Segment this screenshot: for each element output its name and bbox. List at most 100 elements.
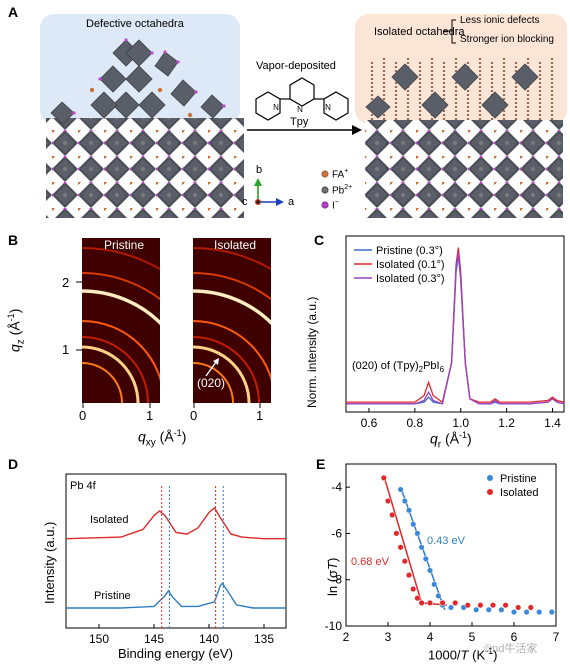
chart-e-ytick-label: -8	[331, 573, 342, 587]
chart-e-point	[485, 606, 492, 613]
panel-d-letter: D	[8, 456, 19, 472]
panel-c-chart: 0.6 0.8 1.0 1.2 1.4 Pristine (0.3°) Isolated (…	[345, 235, 565, 430]
chart-e-point	[414, 530, 421, 537]
chart-e-point	[405, 507, 413, 514]
panel-b-giwaxs	[76, 238, 271, 408]
chart-d-xtick-label: 140	[199, 632, 219, 646]
chart-e-point	[527, 604, 534, 611]
chart-e-ylabel: ln (σT)	[325, 557, 340, 596]
legend-pb-label: Pb2+	[332, 184, 353, 197]
svg-text:N: N	[297, 105, 303, 114]
chart-e-legend-label: Isolated	[500, 487, 539, 499]
chart-e-legend-label: Pristine	[500, 473, 537, 485]
chart-e-point	[464, 602, 471, 609]
chart-e-point	[536, 609, 543, 616]
chart-d-series-line	[66, 582, 286, 609]
fa-ions-left	[89, 87, 193, 118]
panel-a-letter: A	[8, 4, 19, 20]
left-perovskite-lattice	[46, 118, 244, 218]
panel-d-chart: 150 145 140 135	[65, 473, 287, 646]
chart-e-xtick-label: 5	[469, 630, 476, 644]
chart-e-point	[510, 609, 518, 616]
process-arrow-head	[352, 125, 362, 135]
svg-text:N: N	[273, 103, 279, 112]
giwaxs-ytick-1: 1	[62, 342, 70, 357]
chart-e-legend-marker	[487, 489, 493, 495]
chart-d-xlabel: Binding energy (eV)	[118, 646, 233, 661]
legend-i-label: I−	[332, 199, 339, 212]
panel-b-letter: B	[8, 232, 19, 248]
chart-c-legend-label: Isolated (0.1°)	[376, 259, 445, 271]
chart-e-point	[452, 599, 459, 606]
pristine-image-label: Pristine	[104, 238, 145, 252]
chart-e-point	[393, 530, 400, 537]
chart-e-point	[384, 497, 392, 505]
chart-e-point	[426, 599, 434, 606]
chart-c-xtick-label: 0.8	[406, 416, 423, 430]
chart-d-pristine-label: Pristine	[94, 590, 131, 602]
bullet-less-ionic: Less ionic defects	[460, 15, 540, 26]
chart-d-ylabel: Intensity (a.u.)	[42, 521, 57, 604]
giwaxs-ytick-2: 2	[62, 275, 70, 290]
chart-e-point	[410, 585, 417, 593]
chart-e-isolated-ann: 0.68 eV	[351, 556, 389, 568]
chart-e-point	[405, 572, 413, 579]
chart-e-point	[431, 581, 438, 588]
chart-e-point	[414, 595, 421, 602]
panel-c-letter: C	[314, 232, 325, 248]
legend-fa-label: FA+	[332, 168, 349, 181]
chart-e-xtick-label: 4	[427, 630, 434, 644]
chart-d-frame	[65, 473, 287, 629]
chart-e-xtick-label: 6	[511, 630, 518, 644]
chart-e-point	[439, 599, 446, 606]
chart-c-legend-label: Pristine (0.3°)	[376, 245, 443, 257]
chart-e-point	[435, 592, 442, 599]
isolated-octahedra-label: Isolated octahedra	[374, 26, 465, 38]
vapor-deposited-label: Vapor-deposited	[256, 60, 336, 72]
chart-e-legend-marker	[487, 475, 493, 481]
tpy-structure	[255, 77, 349, 121]
chart-e-point	[397, 544, 404, 551]
chart-e-point	[397, 486, 404, 493]
peak-020-annotation: (020)	[197, 376, 226, 390]
chart-e-ytick-label: -4	[331, 480, 342, 494]
chart-e-point	[498, 606, 505, 613]
chart-e-point	[523, 609, 530, 616]
chart-e-point	[473, 606, 480, 613]
chart-e-point	[418, 599, 425, 606]
chart-c-xtick-label: 1.4	[544, 416, 561, 430]
right-perovskite-lattice	[365, 120, 563, 218]
chart-e-xtick-label: 3	[385, 630, 392, 644]
giwaxs-xtick-left-0: 0	[79, 408, 87, 423]
chart-e-ytick-label: -10	[325, 619, 343, 633]
chart-e-point	[447, 604, 455, 611]
iodide-ions-left	[72, 38, 226, 115]
chart-e-point	[422, 555, 429, 562]
chart-d-series-line	[65, 506, 286, 540]
chart-c-ylabel: Norm. intensity (a.u.)	[305, 296, 319, 408]
chart-e-point	[515, 604, 522, 611]
chart-e-frame	[345, 463, 557, 627]
giwaxs-ylabel: qz (Å-1)	[6, 308, 27, 352]
svg-text:N: N	[325, 103, 331, 112]
chart-e-point	[477, 602, 484, 609]
panel-e-letter: E	[316, 456, 326, 472]
chart-d-title: Pb 4f	[70, 480, 96, 492]
defective-octahedra-label: Defective octahedra	[86, 18, 184, 30]
chart-e-point	[489, 602, 497, 609]
chart-e-point	[401, 497, 408, 505]
chart-e-ytick-label: -6	[331, 526, 342, 540]
chart-e-pristine-ann: 0.43 eV	[427, 535, 465, 547]
chart-c-xtick-label: 1.2	[498, 416, 515, 430]
giwaxs-isolated-image	[193, 238, 271, 403]
crystal-axes	[254, 178, 284, 206]
chart-d-xtick-label: 145	[144, 632, 164, 646]
axis-b-label: b	[256, 164, 263, 176]
panel-e-chart: 2 3 4 5 6 7 -4 -6 -8 -10 Pristine Isolated	[325, 463, 560, 644]
giwaxs-pristine-image	[82, 238, 160, 403]
giwaxs-xlabel: qxy (Å-1)	[138, 428, 187, 449]
legend-i-dot	[321, 201, 329, 209]
isolated-octahedra	[365, 63, 539, 119]
bullet-stronger-blocking: Stronger ion blocking	[460, 34, 554, 45]
axis-c-label: c	[242, 196, 248, 208]
